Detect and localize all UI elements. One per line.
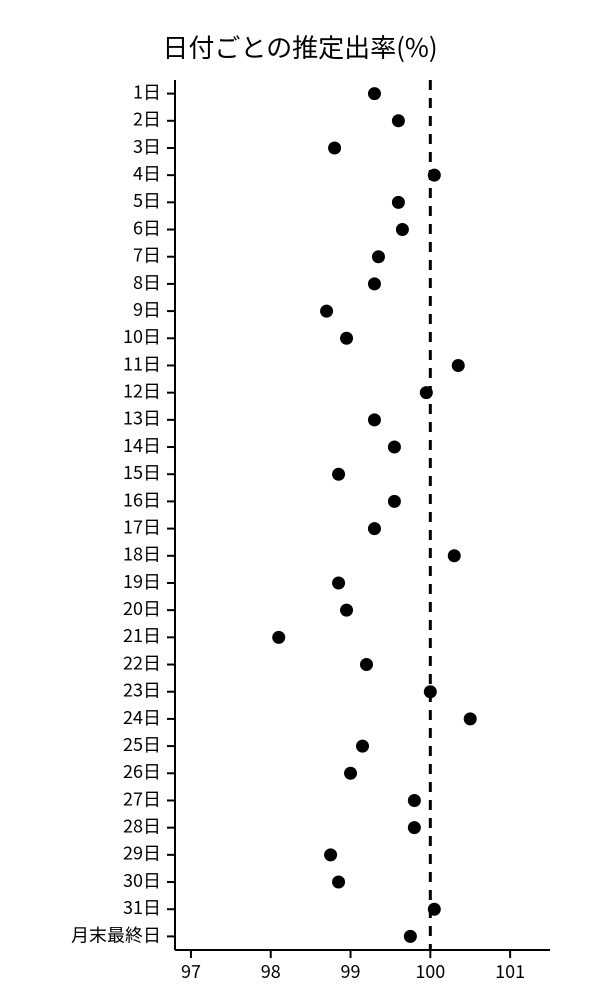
y-tick-label: 3日 bbox=[133, 133, 161, 159]
data-point bbox=[420, 386, 433, 399]
y-tick-label: 22日 bbox=[123, 649, 161, 675]
dot-plot: 1日2日3日4日5日6日7日8日9日10日11日12日13日14日15日16日1… bbox=[0, 0, 600, 1000]
chart-title: 日付ごとの推定出率(%) bbox=[0, 28, 600, 65]
data-point bbox=[360, 658, 373, 671]
y-tick-label: 9日 bbox=[133, 296, 161, 322]
data-point bbox=[328, 141, 341, 154]
data-point bbox=[368, 413, 381, 426]
data-point bbox=[392, 196, 405, 209]
x-tick-label: 101 bbox=[495, 958, 525, 984]
y-tick-label: 10日 bbox=[123, 323, 161, 349]
data-point bbox=[340, 604, 353, 617]
data-point bbox=[332, 576, 345, 589]
data-point bbox=[272, 631, 285, 644]
y-tick-label: 30日 bbox=[123, 867, 161, 893]
y-tick-label: 1日 bbox=[133, 78, 161, 104]
y-tick-label: 24日 bbox=[123, 704, 161, 730]
data-point bbox=[452, 359, 465, 372]
y-tick-label: 4日 bbox=[133, 160, 161, 186]
y-tick-label: 12日 bbox=[123, 378, 161, 404]
y-tick-label: 5日 bbox=[133, 187, 161, 213]
data-point bbox=[372, 250, 385, 263]
data-point bbox=[404, 930, 417, 943]
y-tick-label: 27日 bbox=[123, 785, 161, 811]
x-tick-label: 98 bbox=[261, 958, 281, 984]
y-tick-label: 20日 bbox=[123, 595, 161, 621]
y-tick-label: 31日 bbox=[123, 894, 161, 920]
data-point bbox=[340, 332, 353, 345]
x-tick-label: 99 bbox=[341, 958, 361, 984]
data-point bbox=[408, 794, 421, 807]
y-tick-label: 15日 bbox=[123, 459, 161, 485]
data-point bbox=[396, 223, 409, 236]
y-tick-label: 6日 bbox=[133, 214, 161, 240]
data-point bbox=[332, 876, 345, 889]
data-point bbox=[368, 87, 381, 100]
y-tick-label: 11日 bbox=[123, 350, 161, 376]
y-tick-label: 7日 bbox=[133, 242, 161, 268]
y-tick-label: 26日 bbox=[123, 758, 161, 784]
data-point bbox=[448, 549, 461, 562]
y-tick-label: 29日 bbox=[123, 840, 161, 866]
y-tick-label: 21日 bbox=[123, 622, 161, 648]
data-point bbox=[428, 903, 441, 916]
data-point bbox=[368, 522, 381, 535]
y-tick-label: 2日 bbox=[133, 106, 161, 132]
data-point bbox=[332, 468, 345, 481]
data-point bbox=[388, 441, 401, 454]
data-point bbox=[356, 740, 369, 753]
data-point bbox=[408, 821, 421, 834]
data-point bbox=[424, 685, 437, 698]
data-point bbox=[428, 169, 441, 182]
data-point bbox=[320, 305, 333, 318]
y-tick-label: 16日 bbox=[123, 486, 161, 512]
data-point bbox=[324, 848, 337, 861]
y-tick-label: 月末最終日 bbox=[71, 921, 161, 947]
data-point bbox=[368, 277, 381, 290]
y-tick-label: 25日 bbox=[123, 731, 161, 757]
x-tick-label: 100 bbox=[415, 958, 445, 984]
x-tick-label: 97 bbox=[181, 958, 201, 984]
y-tick-label: 19日 bbox=[123, 568, 161, 594]
y-tick-label: 28日 bbox=[123, 813, 161, 839]
y-tick-label: 17日 bbox=[123, 513, 161, 539]
data-point bbox=[344, 767, 357, 780]
y-tick-label: 23日 bbox=[123, 677, 161, 703]
y-tick-label: 13日 bbox=[123, 405, 161, 431]
data-point bbox=[464, 712, 477, 725]
y-tick-label: 18日 bbox=[123, 541, 161, 567]
data-point bbox=[392, 114, 405, 127]
y-tick-label: 14日 bbox=[123, 432, 161, 458]
y-tick-label: 8日 bbox=[133, 269, 161, 295]
data-point bbox=[388, 495, 401, 508]
